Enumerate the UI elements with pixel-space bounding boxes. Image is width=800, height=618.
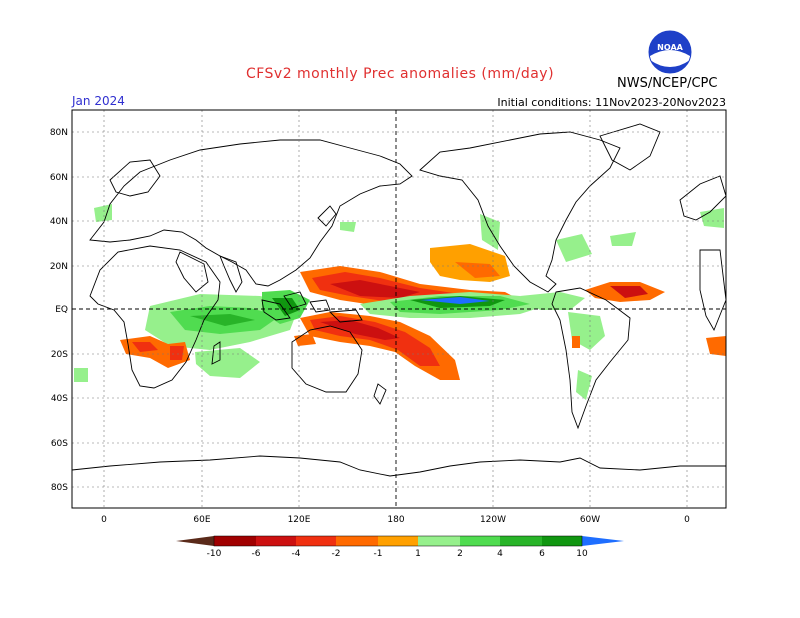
lat-label: 80N	[50, 128, 68, 138]
coast-sulawesi	[309, 299, 331, 313]
colorbar-label: 1	[415, 549, 421, 559]
coast-australia	[291, 325, 363, 393]
lon-label: 0	[684, 515, 690, 525]
colorbar-label: -10	[207, 549, 222, 559]
lat-label: 80S	[51, 483, 68, 493]
coast-antarctica	[71, 455, 726, 477]
lon-label: 120E	[288, 515, 311, 525]
lat-label: 40S	[51, 394, 68, 404]
colorbar-swatch	[296, 536, 336, 546]
colorbar-label: 4	[497, 549, 503, 559]
coast-scandinavia	[109, 159, 161, 197]
coast-africa-east-edge	[699, 249, 727, 332]
coast-madagascar	[211, 341, 221, 365]
coastlines	[71, 123, 727, 477]
colorbar: -10 -6 -4 -2 -1 1 2 4 6 10	[176, 535, 624, 559]
lat-axis: 80N 60N 40N 20N EQ 20S 40S 60S 80S	[50, 128, 68, 493]
lon-axis: 0 60E 120E 180 120W 60W 0	[101, 515, 690, 525]
lat-label: 60N	[50, 173, 68, 183]
lon-label: 60E	[193, 515, 210, 525]
map-title: CFSv2 monthly Prec anomalies (mm/day)	[245, 66, 555, 82]
lon-label: 0	[101, 515, 107, 525]
colorbar-swatch	[418, 536, 460, 546]
coast-africa	[89, 245, 221, 389]
colorbar-right-triangle	[582, 536, 624, 546]
colorbar-swatch	[214, 536, 256, 546]
lat-label: EQ	[55, 305, 68, 315]
logo-text: NOAA	[657, 43, 683, 52]
colorbar-label: -4	[292, 549, 301, 559]
coast-europe-east-edge	[679, 175, 727, 221]
lat-label: 60S	[51, 439, 68, 449]
coast-eurasia	[89, 139, 413, 287]
forecast-month: Jan 2024	[72, 94, 125, 108]
colorbar-swatch	[500, 536, 542, 546]
lon-label: 60W	[580, 515, 600, 525]
colorbar-swatch	[378, 536, 418, 546]
map-frame	[71, 109, 727, 509]
coast-south-america	[551, 287, 631, 430]
coast-new-zealand	[373, 383, 387, 405]
initial-conditions: Initial conditions: 11Nov2023-20Nov2023	[497, 96, 726, 109]
anomaly-shading	[74, 204, 726, 400]
noaa-logo-icon: NOAA	[648, 30, 692, 74]
coast-japan	[317, 205, 337, 227]
colorbar-swatch	[542, 536, 582, 546]
colorbar-label: 10	[576, 549, 588, 559]
colorbar-swatch	[460, 536, 500, 546]
colorbar-label: -2	[332, 549, 341, 559]
coast-borneo	[283, 291, 307, 309]
lat-label: 20N	[50, 262, 68, 272]
colorbar-swatch	[336, 536, 378, 546]
colorbar-label: -1	[374, 549, 383, 559]
coast-sumatra	[261, 299, 291, 321]
colorbar-label: 6	[539, 549, 545, 559]
coast-new-guinea	[328, 309, 363, 323]
lat-label: 40N	[50, 217, 68, 227]
colorbar-left-triangle	[176, 536, 214, 546]
lon-label: 120W	[480, 515, 506, 525]
coast-arabia	[175, 251, 209, 293]
graticule	[72, 110, 726, 508]
colorbar-label: -6	[252, 549, 261, 559]
lon-label: 180	[387, 515, 404, 525]
agency-label: NWS/NCEP/CPC	[617, 76, 718, 91]
colorbar-outline	[213, 535, 583, 547]
coast-greenland	[599, 123, 661, 171]
lat-label: 20S	[51, 350, 68, 360]
colorbar-swatch	[256, 536, 296, 546]
colorbar-label: 2	[457, 549, 463, 559]
coast-north-america	[419, 131, 621, 293]
